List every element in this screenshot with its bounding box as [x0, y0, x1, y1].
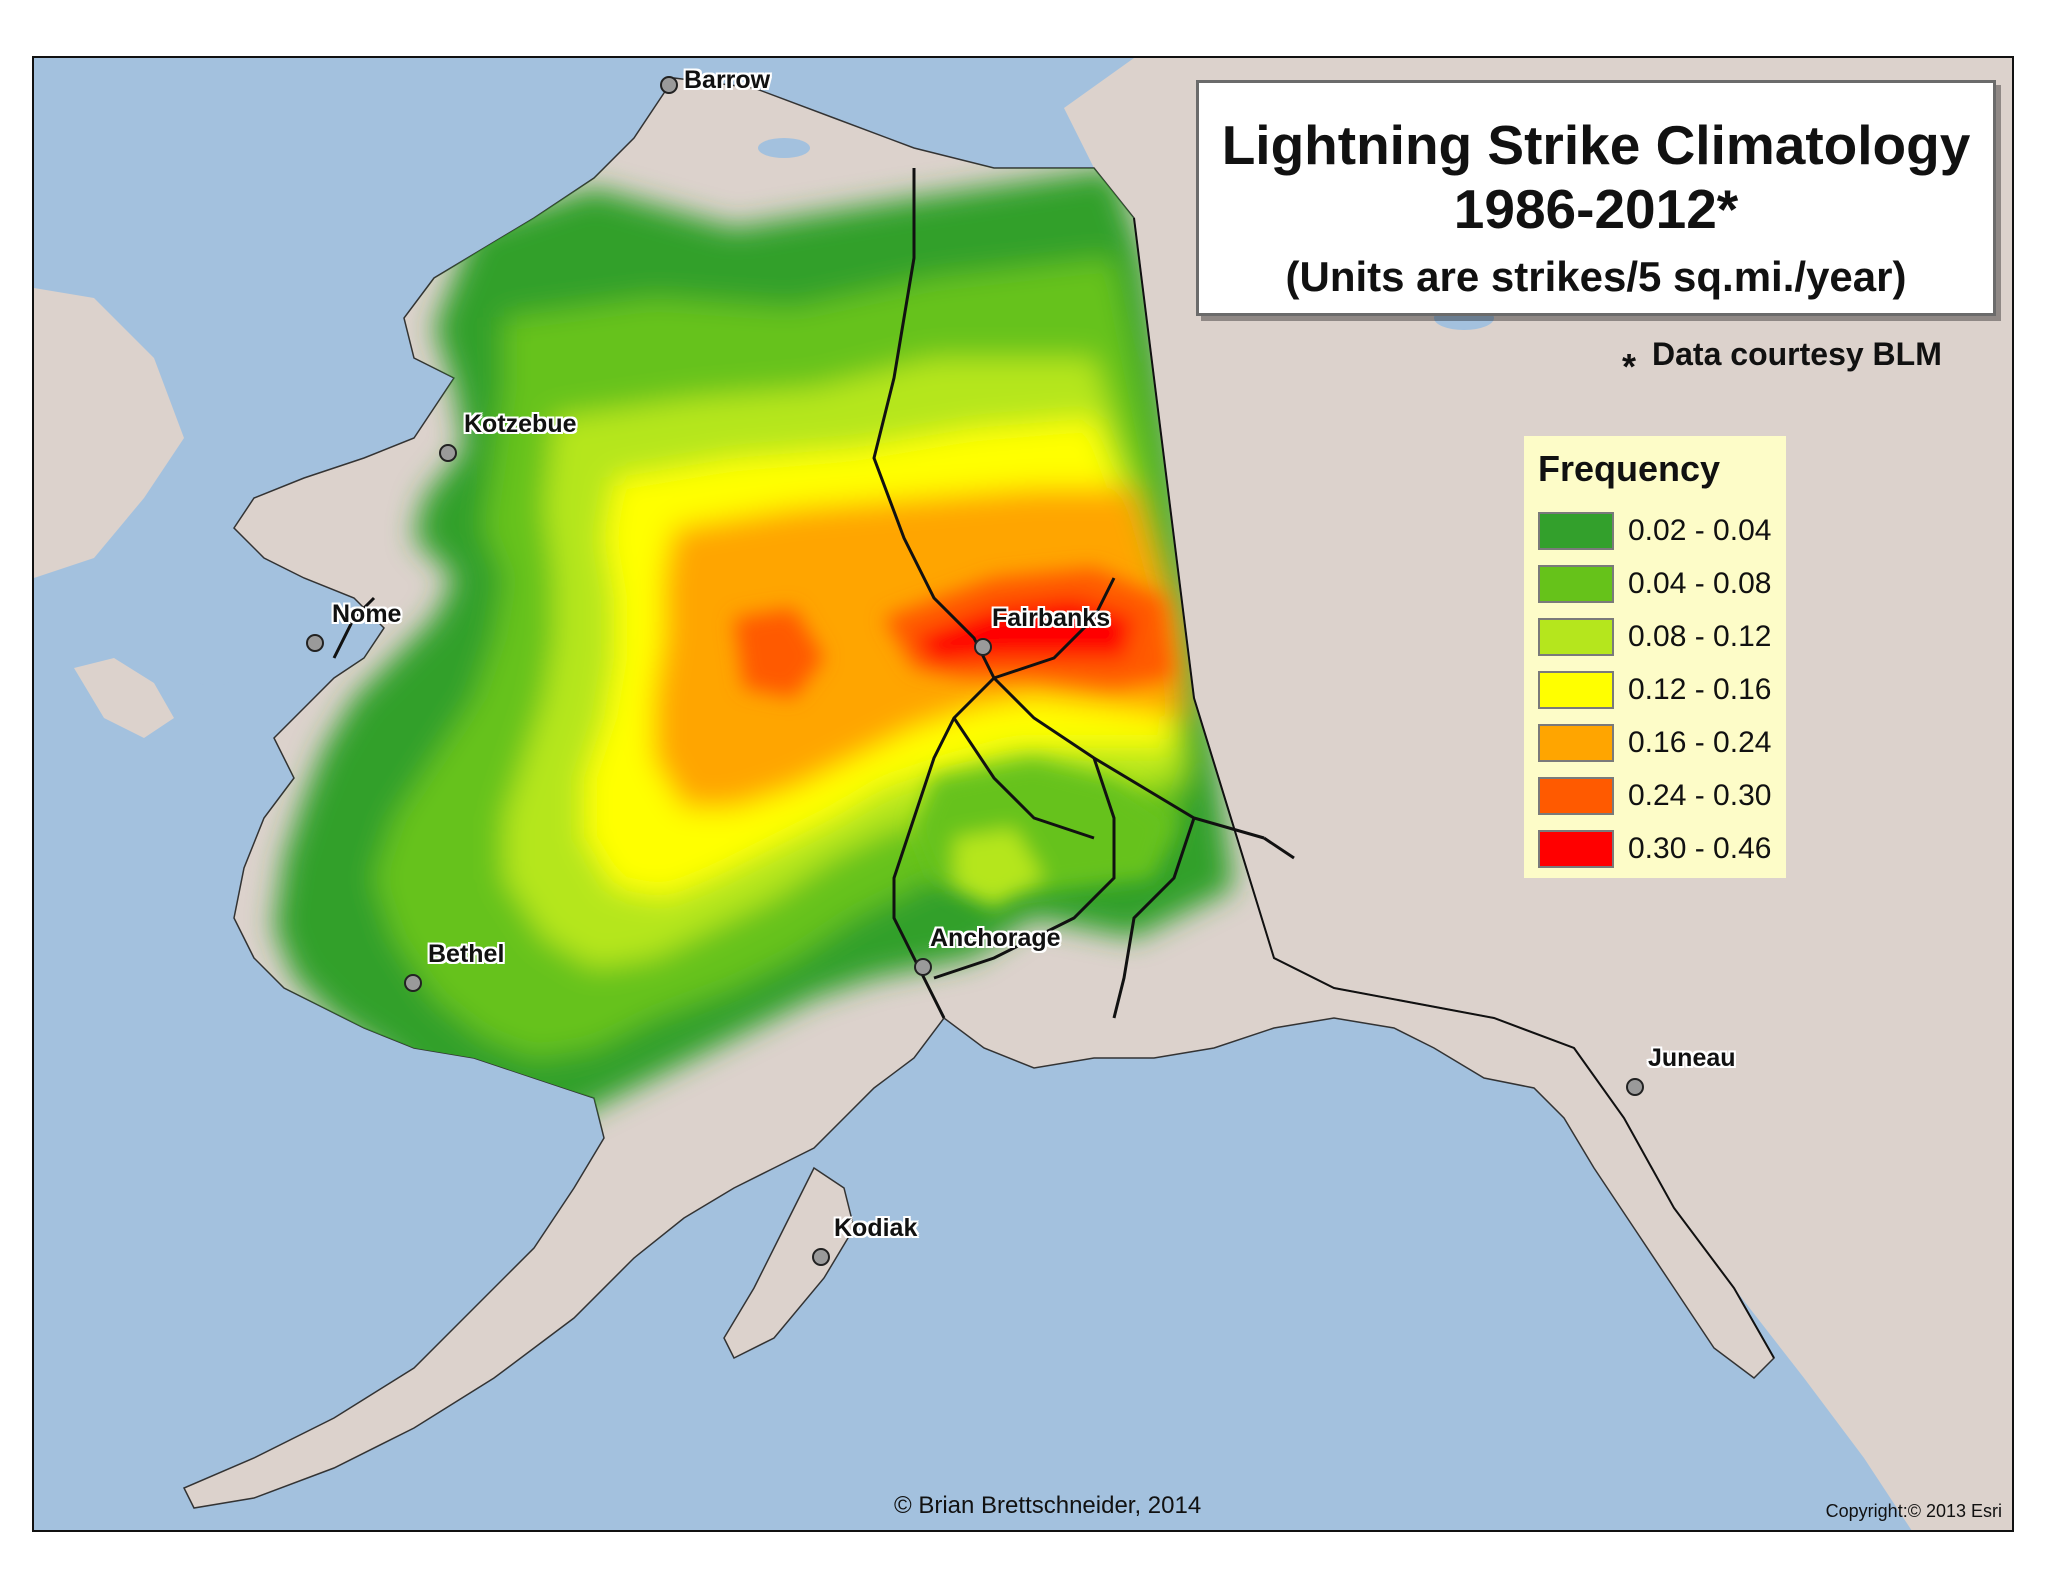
- city-dot-juneau: [1626, 1078, 1644, 1096]
- legend-item: 0.16 - 0.24: [1538, 716, 1786, 769]
- legend-swatch: [1538, 564, 1614, 603]
- city-dot-fairbanks: [974, 638, 992, 656]
- legend-title: Frequency: [1538, 448, 1721, 489]
- legend-swatch: [1538, 670, 1614, 709]
- city-dot-kodiak: [812, 1248, 830, 1266]
- city-label-kotzebue: Kotzebue: [464, 410, 577, 438]
- legend-item: 0.12 - 0.16: [1538, 663, 1786, 716]
- legend-label: 0.02 - 0.04: [1628, 513, 1772, 547]
- map-units-note: (Units are strikes/5 sq.mi./year): [1285, 253, 1907, 300]
- city-dot-kotzebue: [439, 444, 457, 462]
- map-title-line2: 1986-2012*: [1453, 178, 1739, 240]
- legend-swatch: [1538, 723, 1614, 762]
- city-dot-barrow: [660, 76, 678, 94]
- courtesy-marker: *: [1622, 346, 1637, 387]
- city-label-fairbanks: Fairbanks: [992, 604, 1111, 632]
- legend-label: 0.16 - 0.24: [1628, 725, 1772, 759]
- legend-label: 0.08 - 0.12: [1628, 619, 1772, 653]
- legend-swatch: [1538, 829, 1614, 868]
- legend-label: 0.30 - 0.46: [1628, 831, 1772, 865]
- lightning-density-layer: [274, 168, 1234, 1138]
- legend: Frequency 0.02 - 0.04 0.04 - 0.08 0.08 - 0…: [1524, 436, 1786, 878]
- city-label-barrow: Barrow: [684, 66, 771, 94]
- legend-item: 0.30 - 0.46: [1538, 822, 1786, 875]
- legend-label: 0.12 - 0.16: [1628, 672, 1772, 706]
- legend-swatch: [1538, 617, 1614, 656]
- st-lawrence-island: [74, 658, 174, 738]
- city-label-juneau: Juneau: [1648, 1044, 1736, 1072]
- map-frame: Lightning Strike Climatology 1986-2012* …: [32, 56, 2014, 1532]
- road-network: [332, 168, 1295, 1019]
- kodiak-island: [723, 1166, 855, 1360]
- city-label-anchorage: Anchorage: [930, 924, 1061, 952]
- city-dot-bethel: [404, 974, 422, 992]
- legend-swatch: [1538, 511, 1614, 550]
- city-dot-nome: [306, 634, 324, 652]
- city-dot-anchorage: [914, 958, 932, 976]
- legend-item: 0.08 - 0.12: [1538, 610, 1786, 663]
- courtesy-text: Data courtesy BLM: [1652, 336, 1942, 372]
- map-title-line1: Lightning Strike Climatology: [1221, 114, 1971, 176]
- legend-items: 0.02 - 0.04 0.04 - 0.08 0.08 - 0.12 0.12 - …: [1538, 504, 1786, 875]
- legend-item: 0.02 - 0.04: [1538, 504, 1786, 557]
- city-label-nome: Nome: [332, 600, 402, 628]
- basemap-credit: Copyright:© 2013 Esri: [1825, 1501, 2002, 1521]
- author-credit: © Brian Brettschneider, 2014: [894, 1492, 1202, 1519]
- legend-label: 0.24 - 0.30: [1628, 778, 1772, 812]
- legend-item: 0.24 - 0.30: [1538, 769, 1786, 822]
- city-label-kodiak: Kodiak: [834, 1214, 918, 1242]
- map-title-box: Lightning Strike Climatology 1986-2012* …: [1196, 80, 1996, 316]
- legend-label: 0.04 - 0.08: [1628, 566, 1772, 600]
- legend-swatch: [1538, 776, 1614, 815]
- russia-land: [34, 288, 184, 578]
- legend-item: 0.04 - 0.08: [1538, 557, 1786, 610]
- city-label-bethel: Bethel: [428, 940, 505, 968]
- data-courtesy-note: * Data courtesy BLM: [1622, 332, 1942, 387]
